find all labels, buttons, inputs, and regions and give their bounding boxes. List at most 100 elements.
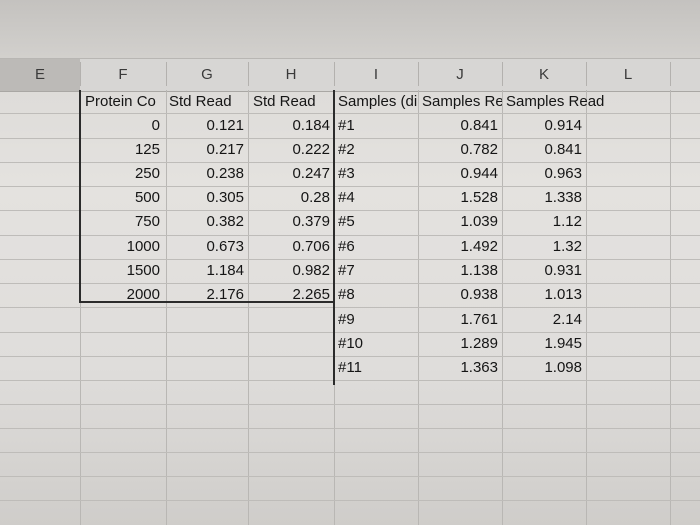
cell-std-read[interactable]: 0.121 [206,117,244,134]
cell-sample-id[interactable]: #5 [338,213,355,230]
column-header-bar: E F G H I J K L [0,58,700,92]
cell-sample-read[interactable]: 1.363 [460,359,498,376]
header-divider [334,62,335,86]
cell-sample-id[interactable]: #8 [338,286,355,303]
grid-line [0,162,700,163]
cell-sample-read[interactable]: 0.938 [460,286,498,303]
cell-std-read[interactable]: 0.247 [292,165,330,182]
cell-sample-read[interactable]: 1.528 [460,189,498,206]
cell-sample-read[interactable]: 0.841 [460,117,498,134]
cell-sample-read[interactable]: 0.841 [544,141,582,158]
cell-sample-read[interactable]: 1.289 [460,335,498,352]
cell-sample-id[interactable]: #2 [338,141,355,158]
cell-conc[interactable]: 250 [134,165,160,182]
cell-std-read[interactable]: 0.706 [292,238,330,255]
grid-line [0,259,700,260]
column-header-l[interactable]: L [623,66,633,83]
column-header-j[interactable]: J [456,66,464,83]
cell-std-read[interactable]: 0.382 [206,213,244,230]
column-header-k[interactable]: K [538,66,549,83]
cell-sample-read[interactable]: 1.138 [460,262,498,279]
cell-sample-id[interactable]: #9 [338,311,355,328]
cell-std-read[interactable]: 0.184 [292,117,330,134]
grid-line [0,283,700,284]
column-header-f[interactable]: F [118,66,128,83]
grid-line [0,235,700,236]
cell-std-read[interactable]: 0.673 [206,238,244,255]
column-header-h[interactable]: H [285,66,297,83]
cell-conc[interactable]: 0 [151,117,160,134]
grid-line [0,307,700,308]
column-header-g[interactable]: G [201,66,213,83]
cell-std-read[interactable]: 0.379 [292,213,330,230]
cell-std-read[interactable]: 2.176 [206,286,244,303]
cell-std-read[interactable]: 2.265 [292,286,330,303]
cell-conc[interactable]: 500 [134,189,160,206]
grid-line [0,186,700,187]
grid-line [0,500,700,501]
cell-sample-read[interactable]: 1.32 [552,238,582,255]
header-divider [248,62,249,86]
cell-sample-read[interactable]: 0.931 [544,262,582,279]
cell-sample-read[interactable]: 0.914 [544,117,582,134]
grid-line [0,113,700,114]
cell-conc[interactable]: 2000 [126,286,160,303]
cell-std-read[interactable]: 0.982 [292,262,330,279]
cell-sample-id[interactable]: #11 [338,359,362,376]
cell-std-read[interactable]: 0.28 [300,189,330,206]
cell-std-read[interactable]: 1.184 [206,262,244,279]
range-border [79,301,335,303]
column-header-i[interactable]: I [373,66,379,83]
cell-std-read[interactable]: 0.305 [206,189,244,206]
header-cell-samples-dil[interactable]: Samples (di [338,93,418,110]
range-border [79,90,81,303]
cell-sample-read[interactable]: 1.492 [460,238,498,255]
header-cell-samples-read[interactable]: Samples Re [422,93,502,110]
cell-sample-read[interactable]: 1.338 [544,189,582,206]
header-divider [502,62,503,86]
cell-std-read[interactable]: 0.222 [292,141,330,158]
toolbar-area [0,0,700,58]
cell-sample-read[interactable]: 0.944 [460,165,498,182]
cell-sample-read[interactable]: 0.963 [544,165,582,182]
header-cell-std-read[interactable]: Std Read [169,93,232,110]
grid-line [0,428,700,429]
grid-line [0,404,700,405]
grid-line [0,476,700,477]
grid-line [0,380,700,381]
cell-sample-read[interactable]: 1.098 [544,359,582,376]
cell-sample-id[interactable]: #7 [338,262,355,279]
column-header-e[interactable]: E [0,59,80,91]
cell-sample-read[interactable]: 0.782 [460,141,498,158]
cell-sample-read[interactable]: 1.12 [552,213,582,230]
cell-std-read[interactable]: 0.217 [206,141,244,158]
header-cell-samples-read[interactable]: Samples Read [506,93,605,110]
cell-conc[interactable]: 1500 [126,262,160,279]
cell-sample-id[interactable]: #4 [338,189,355,206]
range-border [333,90,335,385]
cell-sample-read[interactable]: 1.013 [544,286,582,303]
header-divider [670,62,671,86]
cell-sample-read[interactable]: 1.761 [460,311,498,328]
cell-sample-read[interactable]: 1.945 [544,335,582,352]
grid-line [0,138,700,139]
grid-line [0,452,700,453]
cell-sample-read[interactable]: 2.14 [552,311,582,328]
cell-sample-id[interactable]: #6 [338,238,355,255]
header-divider [80,62,81,86]
header-divider [586,62,587,86]
cell-sample-id[interactable]: #1 [338,117,355,134]
grid-line [0,332,700,333]
grid-line [0,356,700,357]
header-cell-std-read[interactable]: Std Read [253,93,316,110]
header-cell-protein-conc[interactable]: Protein Co [85,93,156,110]
cell-conc[interactable]: 125 [134,141,160,158]
cell-std-read[interactable]: 0.238 [206,165,244,182]
cell-sample-id[interactable]: #10 [338,335,364,352]
cell-sample-read[interactable]: 1.039 [460,213,498,230]
cell-conc[interactable]: 1000 [126,238,160,255]
cell-sample-id[interactable]: #3 [338,165,355,182]
header-divider [166,62,167,86]
cell-conc[interactable]: 750 [134,213,160,230]
